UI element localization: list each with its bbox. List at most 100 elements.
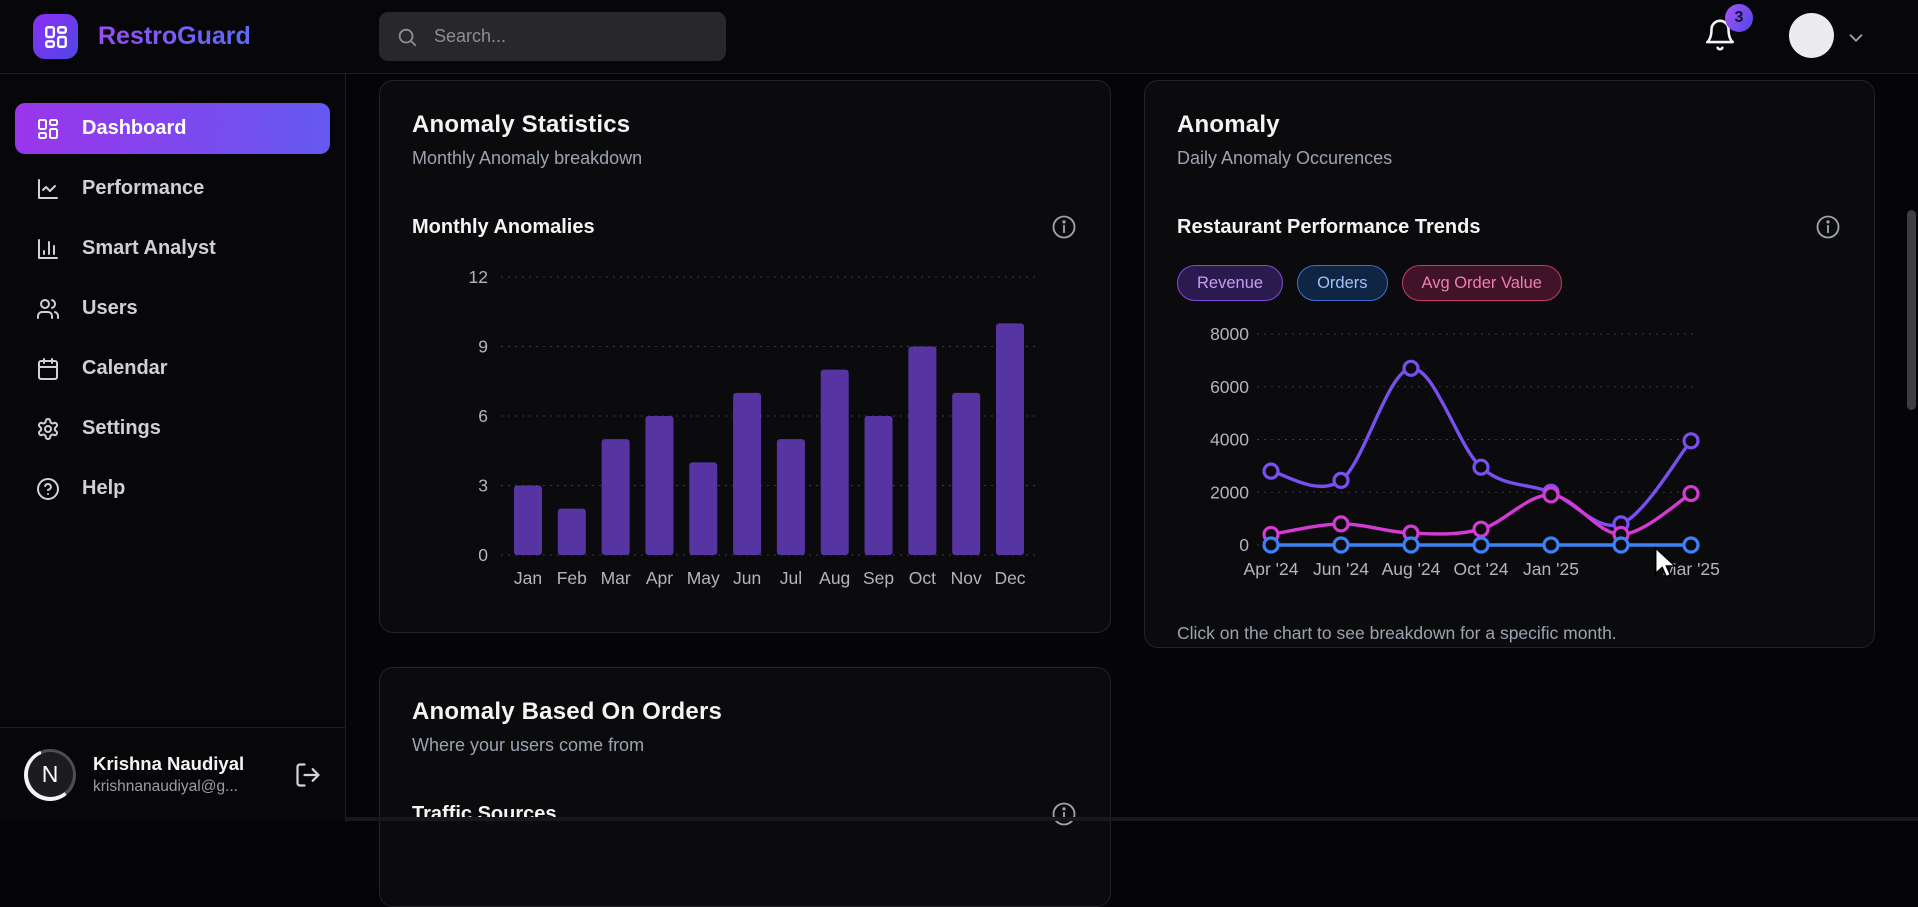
svg-text:0: 0 — [478, 545, 488, 565]
svg-text:8000: 8000 — [1210, 324, 1249, 344]
bar-May[interactable] — [689, 462, 718, 555]
data-point[interactable] — [1262, 536, 1280, 554]
anomaly-card: Anomaly Daily Anomaly Occurences Restaur… — [1144, 80, 1875, 648]
user-box[interactable]: N Krishna Naudiyal krishnanaudiyal@g... — [0, 727, 346, 821]
bar-Jun[interactable] — [733, 392, 762, 555]
data-point[interactable] — [1682, 536, 1700, 554]
svg-text:9: 9 — [478, 337, 488, 357]
sidebar-item-label: Help — [82, 477, 126, 499]
help-icon — [37, 477, 59, 500]
svg-text:Jul: Jul — [780, 568, 802, 588]
user-avatar[interactable] — [1789, 13, 1834, 58]
performance-trends-line-chart[interactable]: 0 2000 4000 6000 8000 Apr '24 Jun '24 Aug '24 Oc… — [1177, 319, 1844, 589]
data-point[interactable] — [1472, 458, 1490, 476]
bar-Oct[interactable] — [908, 346, 937, 556]
sidebar-item-label: Dashboard — [82, 117, 187, 139]
data-point[interactable] — [1402, 359, 1420, 377]
svg-text:Aug: Aug — [819, 568, 850, 588]
data-point[interactable] — [1332, 536, 1350, 554]
sidebar-item-label: Performance — [82, 177, 205, 199]
svg-text:Sep: Sep — [863, 568, 894, 588]
calendar-icon — [38, 357, 58, 380]
data-point[interactable] — [1682, 432, 1700, 450]
sidebar-item-settings[interactable]: Settings — [15, 403, 330, 454]
sidebar-nav: Dashboard Performance Smart Analyst Users Ca… — [0, 74, 345, 514]
anomaly-statistics-card: Anomaly Statistics Monthly Anomaly break… — [379, 80, 1111, 633]
search-icon — [398, 28, 417, 46]
gear-icon — [38, 417, 58, 440]
svg-text:Jan '25: Jan '25 — [1523, 559, 1579, 579]
svg-text:Oct: Oct — [909, 568, 936, 588]
card-title: Anomaly — [1177, 111, 1280, 138]
sidebar-item-dashboard[interactable]: Dashboard — [15, 103, 330, 154]
info-icon[interactable] — [1050, 800, 1078, 828]
sidebar-item-label: Settings — [82, 417, 161, 439]
bar-Jan[interactable] — [514, 485, 542, 556]
svg-text:3: 3 — [478, 476, 488, 496]
user-name: Krishna Naudiyal — [93, 753, 245, 774]
svg-text:6: 6 — [478, 406, 488, 426]
sidebar-item-label: Users — [82, 297, 138, 319]
bar-Aug[interactable] — [820, 369, 849, 555]
sidebar-item-users[interactable]: Users — [15, 283, 330, 334]
svg-text:0: 0 — [1239, 535, 1249, 555]
chart-footnote: Click on the chart to see breakdown for … — [1177, 623, 1617, 643]
scrollbar-thumb[interactable] — [1907, 210, 1916, 410]
bar-Feb[interactable] — [557, 508, 586, 555]
bar-Apr[interactable] — [645, 416, 674, 555]
card-subtitle: Daily Anomaly Occurences — [1177, 148, 1393, 168]
svg-text:12: 12 — [469, 267, 488, 287]
user-initial: N — [41, 761, 59, 787]
brand: RestroGuard — [33, 14, 251, 59]
info-icon[interactable] — [1814, 213, 1842, 241]
filter-pill-orders[interactable]: Orders — [1297, 265, 1388, 301]
data-point[interactable] — [1472, 536, 1490, 554]
sidebar-item-calendar[interactable]: Calendar — [15, 343, 330, 394]
data-point[interactable] — [1682, 484, 1700, 503]
filter-pill-avg-order-value[interactable]: Avg Order Value — [1401, 265, 1562, 301]
line-series-revenue[interactable] — [1269, 366, 1693, 528]
anomaly-orders-card: Anomaly Based On Orders Where your users… — [379, 667, 1111, 907]
search-input[interactable]: Search... — [379, 12, 726, 61]
svg-text:Jun: Jun — [733, 568, 761, 588]
filter-pill-revenue[interactable]: Revenue — [1177, 265, 1284, 301]
bar-Jul[interactable] — [776, 439, 805, 555]
data-point[interactable] — [1472, 520, 1490, 538]
bar-Dec[interactable] — [996, 323, 1024, 555]
svg-text:Dec: Dec — [994, 568, 1025, 588]
bar-Mar[interactable] — [601, 439, 630, 555]
data-point[interactable] — [1332, 515, 1350, 533]
svg-text:May: May — [687, 568, 720, 588]
data-point[interactable] — [1542, 486, 1560, 504]
svg-text:Mar: Mar — [601, 568, 631, 588]
chart-title: Traffic Sources — [412, 802, 557, 825]
svg-text:Feb: Feb — [557, 568, 587, 588]
chevron-down-icon[interactable] — [1845, 27, 1867, 49]
logout-icon[interactable] — [294, 761, 322, 789]
monthly-anomalies-bar-chart[interactable]: 0 3 6 9 12 Jan Feb Mar Apr May Jun Jul Aug Sep Oct Nov D… — [412, 257, 1080, 597]
info-icon[interactable] — [1050, 213, 1078, 241]
data-point[interactable] — [1542, 536, 1560, 554]
sidebar-item-label: Smart Analyst — [82, 237, 216, 259]
svg-text:Jun '24: Jun '24 — [1313, 559, 1369, 579]
sidebar-item-smart-analyst[interactable]: Smart Analyst — [15, 223, 330, 274]
data-point[interactable] — [1262, 462, 1280, 480]
line-chart-icon — [38, 178, 58, 199]
bar-Nov[interactable] — [952, 392, 981, 555]
app-logo-icon — [33, 14, 78, 59]
notification-badge: 3 — [1725, 4, 1753, 32]
notifications-button[interactable]: 3 — [1703, 4, 1753, 62]
sidebar-item-help[interactable]: Help — [15, 463, 330, 514]
card-title: Anomaly Based On Orders — [412, 698, 723, 725]
user-email: krishnanaudiyal@g... — [93, 778, 238, 795]
bar-Sep[interactable] — [864, 416, 893, 555]
data-point[interactable] — [1332, 471, 1350, 489]
data-point[interactable] — [1612, 536, 1630, 554]
sidebar: Dashboard Performance Smart Analyst Users Ca… — [0, 74, 346, 821]
dashboard-icon — [38, 118, 58, 139]
svg-text:Apr: Apr — [646, 568, 673, 588]
data-point[interactable] — [1402, 536, 1420, 554]
topbar: RestroGuard Search... 3 — [0, 0, 1918, 74]
sidebar-item-performance[interactable]: Performance — [15, 163, 330, 214]
bell-icon — [1705, 19, 1735, 51]
